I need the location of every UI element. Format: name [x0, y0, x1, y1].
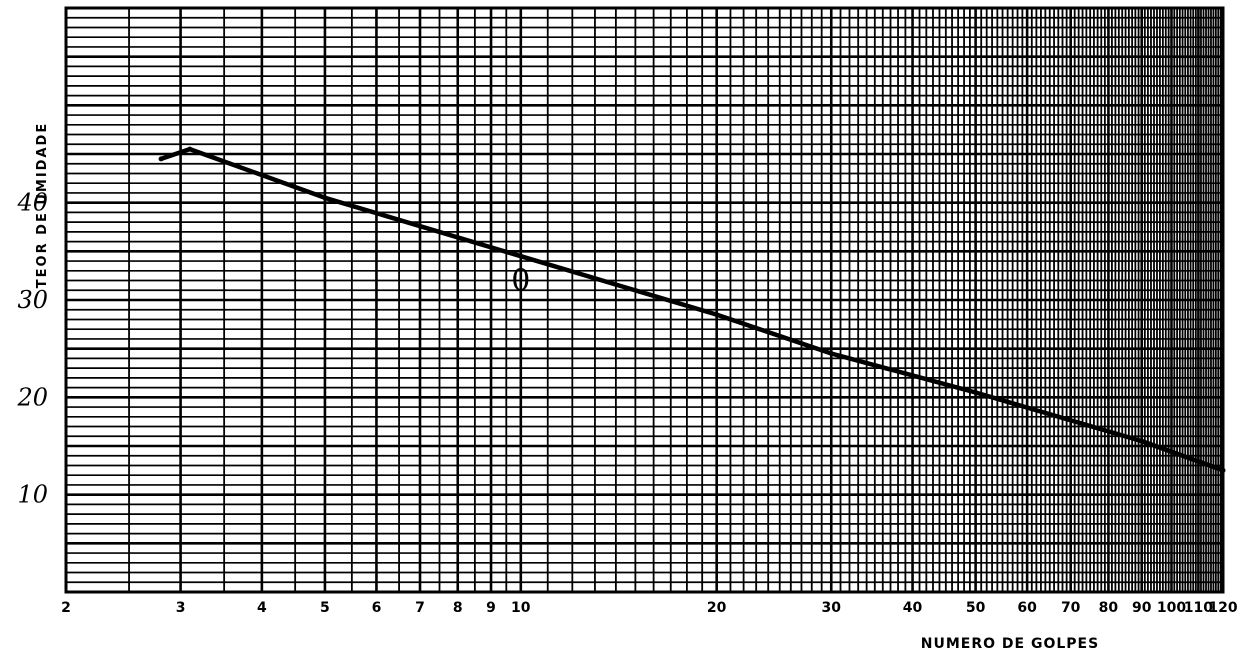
y-axis-label: TEOR DE UMIDADE [35, 122, 50, 288]
x-tick-label: 4 [257, 600, 267, 616]
x-tick-label: 6 [372, 600, 382, 616]
data-point [518, 253, 524, 259]
annotations: 0 [511, 263, 530, 298]
data-point [828, 351, 834, 357]
x-tick-label: 30 [822, 600, 842, 616]
y-tick-label: 20 [16, 383, 48, 411]
data-point [973, 389, 979, 395]
x-tick-label: 110 [1184, 600, 1213, 616]
x-tick-label: 3 [176, 600, 186, 616]
x-tick-label: 2 [61, 600, 71, 616]
y-tick-labels: 10 20 30 40 [16, 189, 48, 509]
x-tick-label: 40 [903, 600, 923, 616]
x-tick-label: 5 [320, 600, 330, 616]
grid [64, 6, 1225, 594]
data-point [158, 156, 164, 162]
series-layer [158, 146, 1226, 473]
x-tick-label: 8 [453, 600, 463, 616]
x-tick-label: 90 [1132, 600, 1152, 616]
x-tick-label: 10 [511, 600, 531, 616]
x-tick-label: 20 [707, 600, 727, 616]
data-point [322, 195, 328, 201]
x-tick-label: 50 [966, 600, 986, 616]
annotation-label: 0 [511, 263, 530, 298]
y-tick-label: 40 [16, 189, 48, 217]
x-axis-label: NUMERO DE GOLPES [921, 636, 1099, 652]
y-tick-label: 30 [17, 286, 48, 314]
x-tick-label: 80 [1099, 600, 1119, 616]
x-tick-label: 70 [1061, 600, 1081, 616]
x-tick-label: 100 [1157, 600, 1186, 616]
data-point [187, 146, 193, 152]
x-tick-label: 9 [486, 600, 496, 616]
data-point [1220, 467, 1226, 473]
x-tick-label: 120 [1208, 600, 1237, 616]
y-tick-label: 10 [17, 481, 48, 509]
data-point [1139, 438, 1145, 444]
x-tick-label: 60 [1017, 600, 1037, 616]
data-point [714, 312, 720, 318]
x-tick-label: 7 [415, 600, 425, 616]
